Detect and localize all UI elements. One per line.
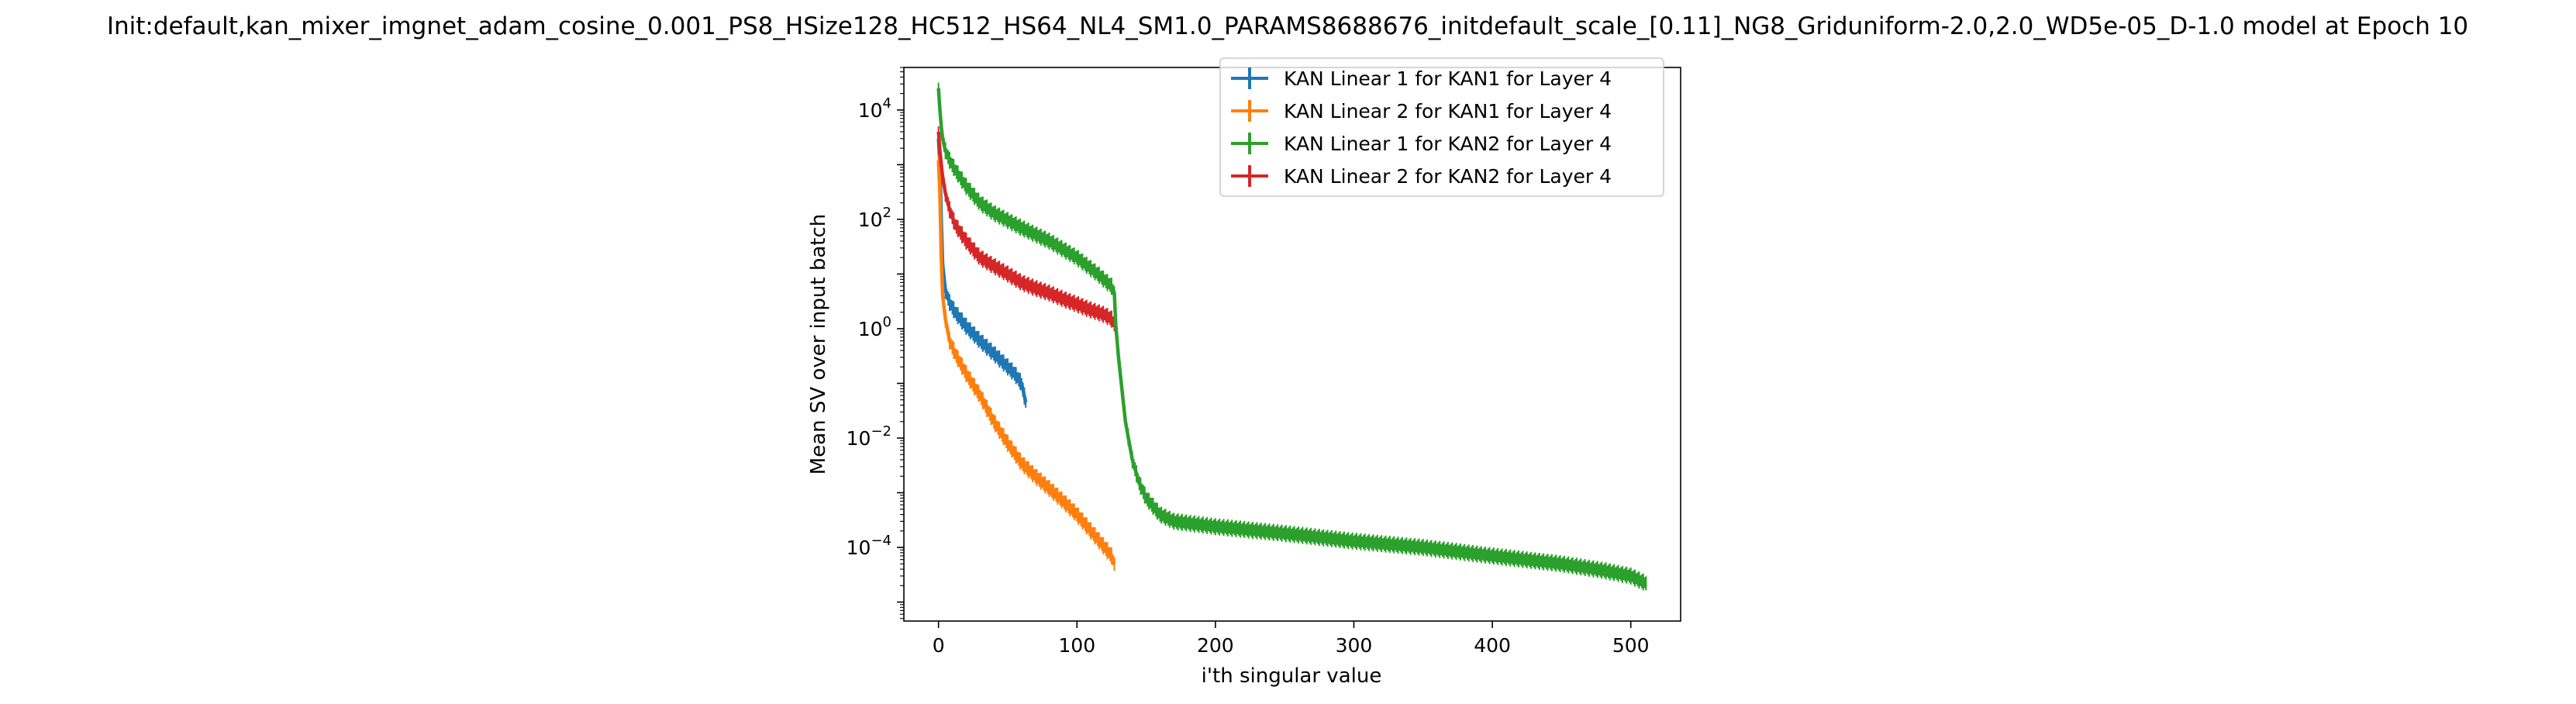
x-tick-label: 300 bbox=[1336, 634, 1373, 657]
legend-item: KAN Linear 1 for KAN2 for Layer 4 bbox=[1231, 133, 1612, 155]
x-tick-label: 500 bbox=[1612, 634, 1650, 657]
legend-label: KAN Linear 1 for KAN1 for Layer 4 bbox=[1284, 67, 1612, 90]
legend-item: KAN Linear 2 for KAN2 for Layer 4 bbox=[1231, 165, 1612, 188]
y-axis-label: Mean SV over input batch bbox=[807, 214, 830, 475]
x-tick-label: 0 bbox=[933, 634, 945, 657]
series-4 bbox=[936, 126, 1116, 332]
legend-box bbox=[1219, 57, 1664, 197]
chart-title: Init:default,kan_mixer_imgnet_adam_cosin… bbox=[107, 12, 2468, 40]
y-axis: 104 102 100 10−2 10−4 bbox=[847, 67, 904, 619]
legend-item: KAN Linear 2 for KAN1 for Layer 4 bbox=[1231, 100, 1612, 123]
series-layer bbox=[936, 82, 1647, 591]
legend-label: KAN Linear 2 for KAN1 for Layer 4 bbox=[1284, 100, 1612, 123]
series-3 bbox=[936, 82, 1647, 591]
y-tick-label: 10−4 bbox=[847, 533, 891, 559]
series-3-line bbox=[936, 88, 1647, 585]
legend-label: KAN Linear 2 for KAN2 for Layer 4 bbox=[1284, 165, 1612, 188]
x-axis-label: i'th singular value bbox=[1202, 664, 1382, 688]
y-tick-label: 102 bbox=[858, 205, 891, 231]
y-tick-label: 104 bbox=[858, 95, 891, 122]
legend: KAN Linear 1 for KAN1 for Layer 4 KAN Lin… bbox=[1219, 57, 1664, 197]
y-tick-label: 100 bbox=[858, 314, 891, 340]
legend-item: KAN Linear 1 for KAN1 for Layer 4 bbox=[1231, 67, 1612, 90]
series-2-line bbox=[936, 160, 1116, 564]
series-1-line bbox=[936, 138, 1028, 403]
y-tick-label: 10−2 bbox=[847, 423, 891, 450]
x-tick-label: 200 bbox=[1197, 634, 1234, 657]
x-axis: 0 100 200 300 400 500 bbox=[933, 621, 1650, 657]
series-2 bbox=[936, 154, 1116, 571]
x-tick-label: 400 bbox=[1474, 634, 1511, 657]
x-tick-label: 100 bbox=[1058, 634, 1095, 657]
series-4-line bbox=[936, 131, 1116, 326]
legend-label: KAN Linear 1 for KAN2 for Layer 4 bbox=[1284, 133, 1612, 155]
